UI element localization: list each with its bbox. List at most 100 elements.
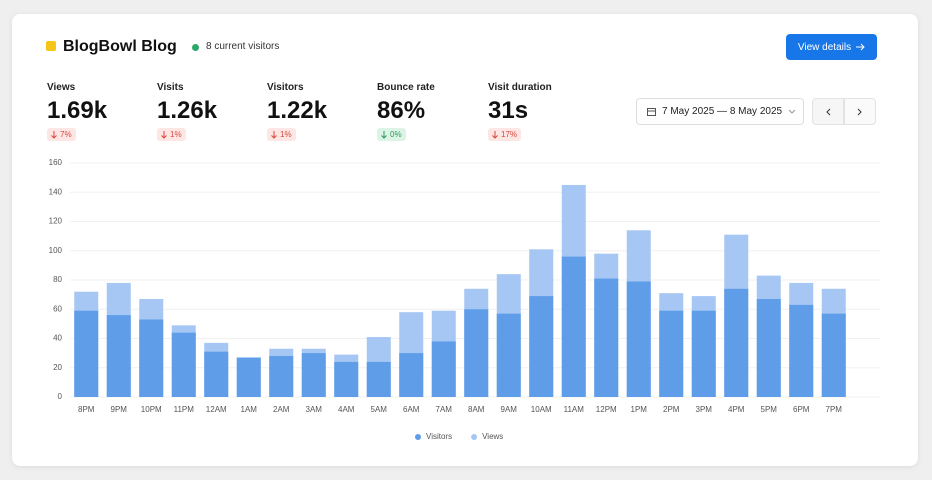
x-tick-label: 7AM: [436, 405, 453, 414]
stat-value: 31s: [488, 97, 529, 124]
x-tick-label: 5AM: [371, 405, 388, 414]
x-tick-label: 2PM: [663, 405, 680, 414]
y-tick-label: 140: [49, 187, 63, 196]
stat-change: 1%: [267, 128, 296, 141]
bar: [626, 281, 651, 397]
bar: [496, 313, 521, 397]
prev-button[interactable]: [812, 98, 844, 125]
stat-change: 1%: [157, 128, 186, 141]
bar: [269, 356, 294, 397]
y-tick-label: 120: [49, 217, 63, 226]
x-tick-label: 2AM: [273, 405, 290, 414]
stat-value: 1.69k: [47, 97, 108, 124]
stat-value: 86%: [377, 97, 426, 124]
bar: [366, 361, 391, 397]
change-value: 1%: [170, 130, 182, 139]
x-tick-label: 10PM: [141, 405, 162, 414]
bar: [789, 304, 814, 397]
legend-label: Views: [482, 432, 503, 441]
x-tick-label: 8PM: [78, 405, 95, 414]
x-tick-label: 6AM: [403, 405, 420, 414]
view-details-button[interactable]: View details: [786, 34, 877, 60]
x-tick-label: 7PM: [826, 405, 843, 414]
x-tick-label: 10AM: [531, 405, 552, 414]
x-tick-label: 12AM: [206, 405, 227, 414]
legend-swatch: [415, 434, 421, 440]
x-tick-label: 4AM: [338, 405, 355, 414]
x-tick-label: 1AM: [241, 405, 258, 414]
next-icon: [857, 108, 862, 115]
trend-arrow: [492, 130, 498, 139]
y-tick-label: 0: [58, 392, 63, 401]
stat-label: Visit duration: [488, 82, 552, 93]
stat-change: 17%: [488, 128, 522, 141]
bar: [594, 278, 619, 397]
legend-label: Visitors: [426, 432, 452, 441]
stat-label: Bounce rate: [377, 82, 435, 93]
bar: [659, 310, 684, 397]
stat-change: 0%: [377, 128, 406, 141]
bar: [171, 332, 196, 397]
bar: [756, 299, 781, 397]
calendar-icon: [647, 108, 656, 116]
x-tick-label: 11AM: [564, 405, 585, 414]
change-value: 7%: [60, 130, 72, 139]
stat-label: Visitors: [267, 82, 304, 93]
change-value: 17%: [501, 130, 518, 139]
bar: [74, 310, 99, 397]
date-picker[interactable]: 7 May 2025 — 8 May 2025: [636, 98, 804, 125]
stat-value: 1.22k: [267, 97, 328, 124]
bar: [821, 313, 846, 397]
x-tick-label: 9PM: [111, 405, 128, 414]
y-tick-label: 100: [49, 246, 63, 255]
bar: [724, 288, 749, 397]
stat-value: 1.26k: [157, 97, 218, 124]
bar: [561, 256, 586, 397]
bar: [399, 353, 424, 397]
arrow-icon: [856, 43, 865, 51]
trend-arrow: [381, 130, 387, 139]
y-tick-label: 80: [53, 275, 62, 284]
trend-arrow: [51, 130, 57, 139]
legend-swatch: [471, 434, 478, 440]
y-tick-label: 60: [53, 304, 62, 313]
bar: [139, 319, 164, 397]
site-name: BlogBowl Blog: [63, 38, 177, 55]
live-visitors: 8 current visitors: [206, 41, 280, 52]
x-tick-label: 8AM: [468, 405, 485, 414]
bar: [236, 357, 261, 397]
bar: [301, 353, 326, 397]
y-tick-label: 20: [53, 363, 62, 372]
stat-change: 7%: [47, 128, 76, 141]
date-range: 7 May 2025 — 8 May 2025: [662, 106, 783, 117]
bar: [464, 309, 489, 397]
button-label: View details: [797, 41, 852, 53]
y-tick-label: 40: [53, 334, 62, 343]
bar: [204, 351, 229, 397]
x-tick-label: 6PM: [793, 405, 810, 414]
stat-label: Visits: [157, 82, 184, 93]
bar: [691, 310, 716, 397]
y-tick-label: 160: [49, 158, 63, 167]
logo: [46, 41, 56, 51]
prev-icon: [826, 108, 831, 115]
bar: [106, 315, 131, 397]
x-tick-label: 12PM: [596, 405, 617, 414]
x-tick-label: 11PM: [174, 405, 195, 414]
bar: [334, 361, 359, 397]
trend-arrow: [271, 130, 277, 139]
next-button[interactable]: [844, 98, 876, 125]
live-dot: [192, 44, 199, 51]
change-value: 0%: [390, 130, 402, 139]
stat-label: Views: [47, 82, 76, 93]
x-tick-label: 9AM: [501, 405, 518, 414]
x-tick-label: 5PM: [761, 405, 778, 414]
x-tick-label: 4PM: [728, 405, 745, 414]
x-tick-label: 3AM: [306, 405, 323, 414]
x-tick-label: 3PM: [696, 405, 713, 414]
x-tick-label: 1PM: [631, 405, 648, 414]
bar: [529, 296, 554, 397]
chevron: [788, 109, 796, 114]
change-value: 1%: [280, 130, 292, 139]
